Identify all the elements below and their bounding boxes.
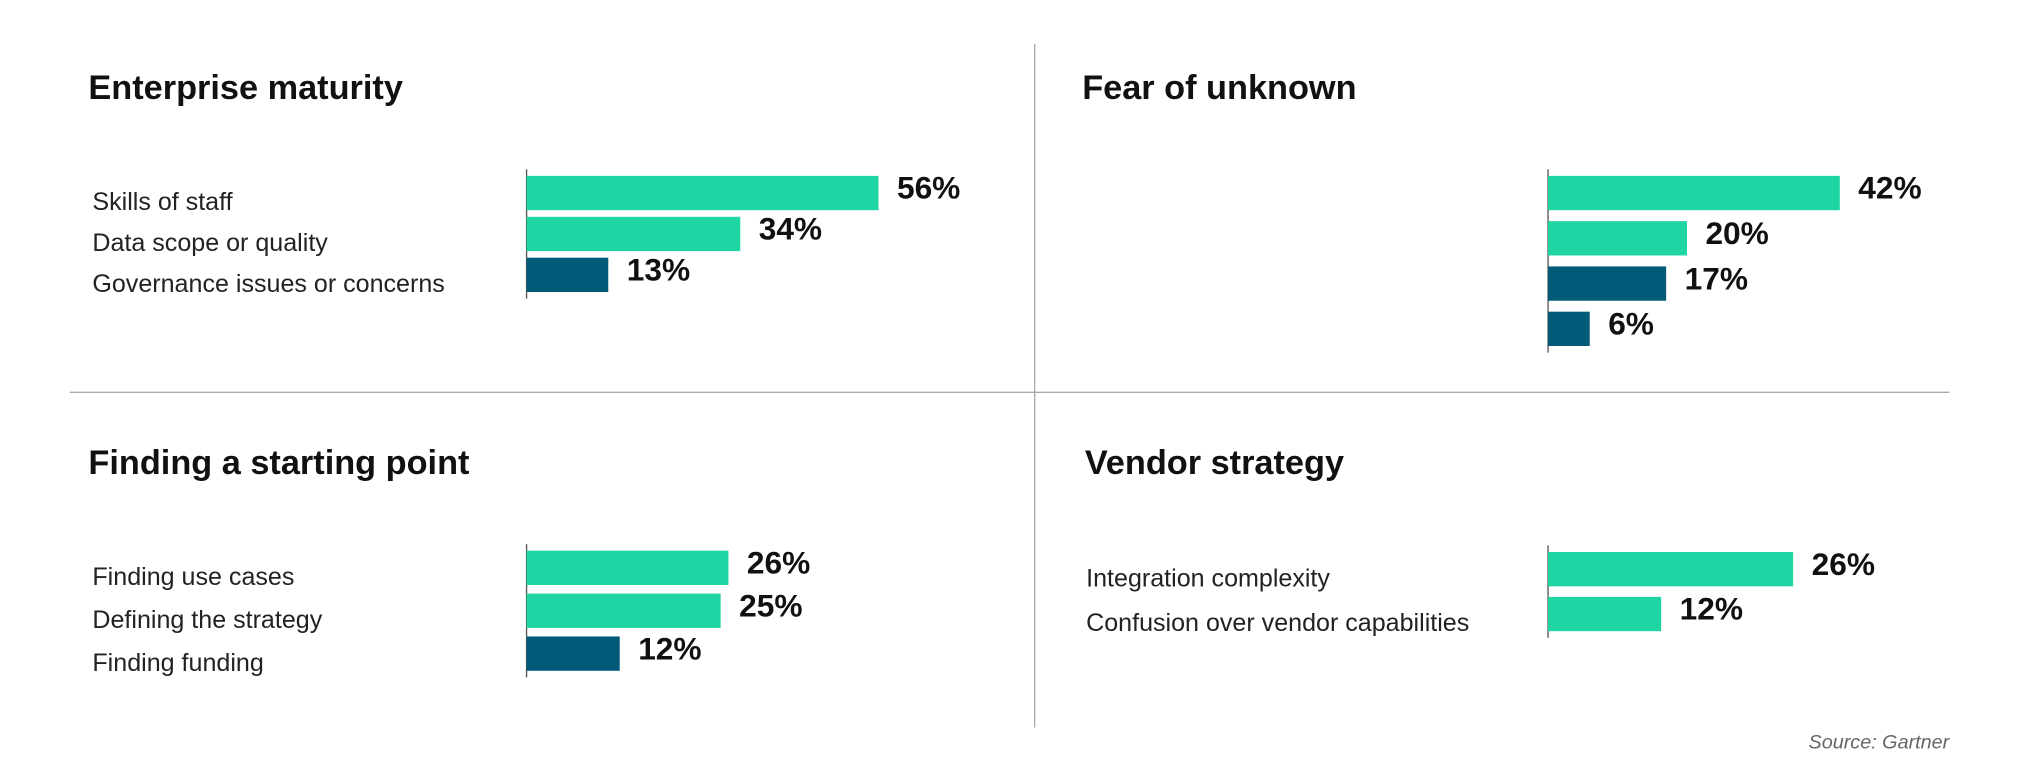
value-label: 6% bbox=[1608, 306, 1654, 342]
bar bbox=[526, 550, 729, 586]
bar bbox=[1548, 175, 1840, 211]
bar bbox=[526, 216, 741, 252]
category-label: Defining the strategy bbox=[92, 606, 322, 634]
value-label: 34% bbox=[759, 211, 822, 247]
chart-title: Vendor strategy bbox=[1085, 444, 1344, 482]
bar bbox=[1548, 596, 1662, 632]
chart-title: Enterprise maturity bbox=[88, 69, 402, 107]
value-label: 25% bbox=[739, 587, 802, 623]
category-label: Finding funding bbox=[92, 649, 263, 677]
bar bbox=[1548, 552, 1794, 587]
bar bbox=[1548, 221, 1687, 256]
value-label: 12% bbox=[638, 630, 701, 666]
value-label: 17% bbox=[1685, 260, 1748, 296]
category-label: Data scope or quality bbox=[92, 229, 328, 257]
value-label: 13% bbox=[627, 252, 690, 288]
bar bbox=[526, 257, 609, 293]
chart-title: Finding a starting point bbox=[88, 444, 469, 482]
chart-title: Fear of unknown bbox=[1082, 69, 1356, 107]
category-label: Finding use cases bbox=[92, 563, 294, 591]
value-label: 42% bbox=[1858, 170, 1921, 206]
bar bbox=[526, 593, 721, 628]
value-label: 56% bbox=[897, 170, 960, 206]
bar bbox=[526, 636, 620, 671]
category-label: Integration complexity bbox=[1086, 564, 1330, 592]
category-label: Governance issues or concerns bbox=[92, 270, 444, 298]
category-label: Confusion over vendor capabilities bbox=[1086, 609, 1469, 637]
bar bbox=[1548, 266, 1667, 301]
value-label: 26% bbox=[747, 545, 810, 581]
source: Source: Gartner bbox=[1809, 732, 1951, 754]
category-label: Skills of staff bbox=[92, 188, 232, 216]
value-label: 12% bbox=[1680, 591, 1743, 627]
value-label: 20% bbox=[1705, 215, 1768, 251]
bar bbox=[526, 175, 879, 211]
value-label: 26% bbox=[1812, 546, 1875, 582]
bar bbox=[1548, 311, 1590, 346]
